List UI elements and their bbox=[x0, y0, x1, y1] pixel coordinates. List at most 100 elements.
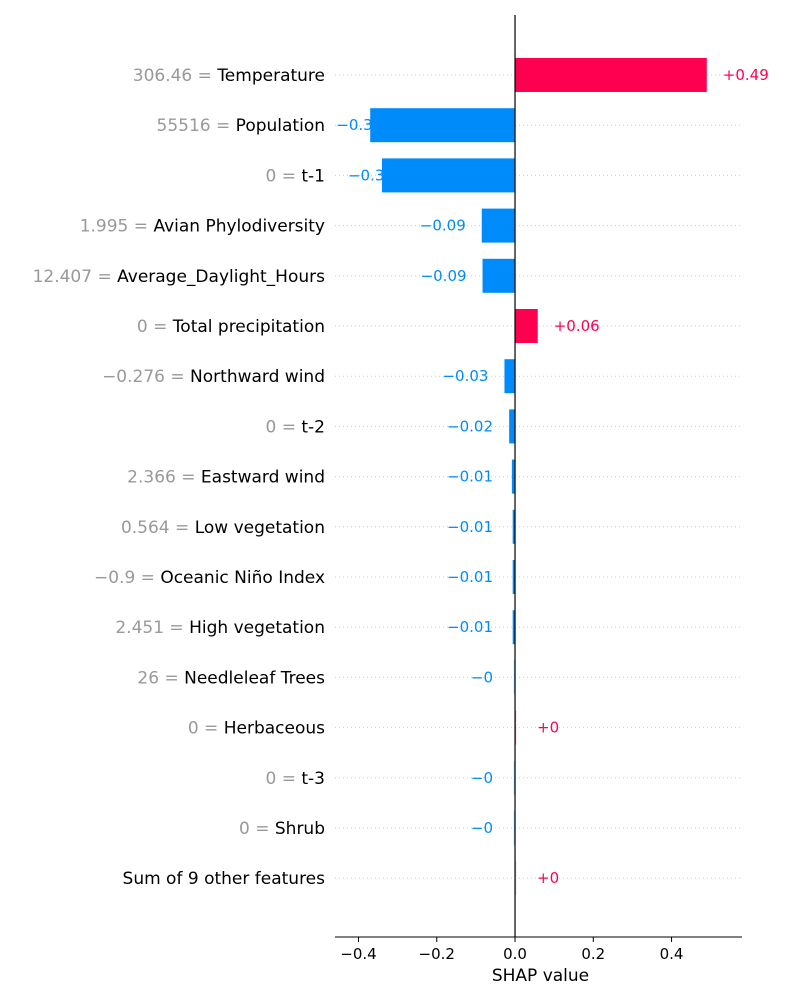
feature-label: 0 = t-1 bbox=[265, 166, 325, 186]
feature-name: Herbaceous bbox=[224, 719, 325, 739]
feature-value: 2.451 bbox=[115, 618, 164, 638]
feature-name: t-3 bbox=[301, 769, 325, 789]
feature-label: 2.451 = High vegetation bbox=[115, 618, 325, 638]
feature-name: Low vegetation bbox=[195, 518, 325, 538]
bar-value-label: −0 bbox=[471, 668, 493, 686]
bar-value-label: −0.09 bbox=[421, 267, 467, 285]
feature-value: 0 bbox=[265, 417, 276, 437]
bar-value-label: −0.01 bbox=[447, 518, 493, 536]
feature-label: 26 = Needleleaf Trees bbox=[137, 668, 325, 688]
feature-value: 12.407 bbox=[33, 267, 92, 287]
feature-name: Eastward wind bbox=[201, 468, 325, 488]
equals-sign: = bbox=[135, 568, 160, 588]
x-tick-label: 0.0 bbox=[503, 945, 527, 963]
shap-bar bbox=[370, 108, 516, 143]
shap-bar bbox=[513, 811, 516, 845]
shap-bar bbox=[512, 610, 516, 645]
feature-name: Temperature bbox=[216, 66, 325, 86]
feature-name: t-1 bbox=[301, 166, 325, 186]
shap-bar bbox=[515, 309, 538, 343]
equals-sign: = bbox=[276, 769, 301, 789]
feature-label: 12.407 = Average_Daylight_Hours bbox=[33, 267, 326, 287]
shap-bar bbox=[513, 760, 516, 795]
bar-value-label: −0 bbox=[471, 819, 493, 837]
equals-sign: = bbox=[164, 618, 189, 638]
bar-value-label: −0.01 bbox=[447, 618, 493, 636]
bar-value-label: −0 bbox=[471, 769, 493, 787]
bar-value-label: −0.37 bbox=[336, 116, 382, 134]
feature-name: Avian Phylodiversity bbox=[153, 217, 325, 237]
feature-value: 0.564 bbox=[121, 518, 170, 538]
bar-value-label: +0.06 bbox=[554, 317, 600, 335]
feature-label: 0 = Shrub bbox=[239, 819, 325, 839]
shap-bar bbox=[515, 710, 517, 745]
feature-name: Oceanic Niño Index bbox=[160, 568, 325, 588]
shap-bar bbox=[481, 208, 516, 243]
shap-bar bbox=[513, 660, 516, 695]
feature-value: 0 bbox=[188, 719, 199, 739]
bar-value-label: +0 bbox=[537, 719, 559, 737]
feature-name: Average_Daylight_Hours bbox=[117, 267, 325, 287]
feature-value: 0 bbox=[265, 166, 276, 186]
bar-value-label: +0.49 bbox=[723, 66, 769, 84]
shap-bar bbox=[511, 459, 516, 494]
equals-sign: = bbox=[165, 367, 190, 387]
feature-label: 0 = Total precipitation bbox=[137, 317, 325, 337]
shap-bar bbox=[381, 158, 516, 193]
x-tick-label: −0.2 bbox=[419, 945, 455, 963]
feature-name: Northward wind bbox=[190, 367, 325, 387]
feature-value: 0 bbox=[239, 819, 250, 839]
shap-bar bbox=[515, 58, 707, 92]
bar-value-label: −0.01 bbox=[447, 568, 493, 586]
bar-value-label: −0.01 bbox=[447, 468, 493, 486]
feature-name: Population bbox=[236, 116, 325, 136]
equals-sign: = bbox=[148, 317, 173, 337]
shap-bar bbox=[504, 359, 516, 394]
shap-bar bbox=[512, 560, 516, 594]
feature-value: 0 bbox=[265, 769, 276, 789]
equals-sign: = bbox=[276, 417, 301, 437]
equals-sign: = bbox=[276, 166, 301, 186]
feature-label: 0 = Herbaceous bbox=[188, 719, 325, 739]
bar-value-label: −0.34 bbox=[348, 166, 394, 184]
x-tick-label: 0.4 bbox=[660, 945, 684, 963]
equals-sign: = bbox=[199, 719, 224, 739]
feature-name: Needleleaf Trees bbox=[184, 668, 325, 688]
equals-sign: = bbox=[211, 116, 236, 136]
feature-name: Sum of 9 other features bbox=[123, 869, 326, 889]
shap-bar bbox=[512, 509, 516, 544]
shap-bar bbox=[509, 409, 516, 444]
equals-sign: = bbox=[176, 468, 201, 488]
feature-label: −0.276 = Northward wind bbox=[102, 367, 325, 387]
equals-sign: = bbox=[250, 819, 275, 839]
feature-value: 0 bbox=[137, 317, 148, 337]
bar-value-label: −0.02 bbox=[447, 417, 493, 435]
bar-value-label: −0.09 bbox=[420, 217, 466, 235]
feature-label: 2.366 = Eastward wind bbox=[127, 468, 325, 488]
feature-label: 0 = t-3 bbox=[265, 769, 325, 789]
feature-value: 306.46 bbox=[133, 66, 192, 86]
feature-name: t-2 bbox=[301, 417, 325, 437]
equals-sign: = bbox=[128, 217, 153, 237]
feature-name: High vegetation bbox=[189, 618, 325, 638]
feature-name: Total precipitation bbox=[172, 317, 325, 337]
x-axis-title: SHAP value bbox=[492, 966, 589, 986]
feature-value: 55516 bbox=[157, 116, 211, 136]
shap-bar-other bbox=[515, 861, 517, 896]
feature-value: 1.995 bbox=[80, 217, 129, 237]
bar-value-label: +0 bbox=[537, 869, 559, 887]
x-tick-label: 0.2 bbox=[581, 945, 605, 963]
feature-value: 26 bbox=[137, 668, 159, 688]
feature-value: 2.366 bbox=[127, 468, 176, 488]
equals-sign: = bbox=[192, 66, 217, 86]
feature-value: −0.9 bbox=[94, 568, 135, 588]
feature-label: 306.46 = Temperature bbox=[133, 66, 325, 86]
x-tick-label: −0.4 bbox=[340, 945, 376, 963]
feature-label: Sum of 9 other features bbox=[123, 869, 326, 889]
feature-label: 0.564 = Low vegetation bbox=[121, 518, 325, 538]
equals-sign: = bbox=[170, 518, 195, 538]
equals-sign: = bbox=[159, 668, 184, 688]
feature-label: 0 = t-2 bbox=[265, 417, 325, 437]
